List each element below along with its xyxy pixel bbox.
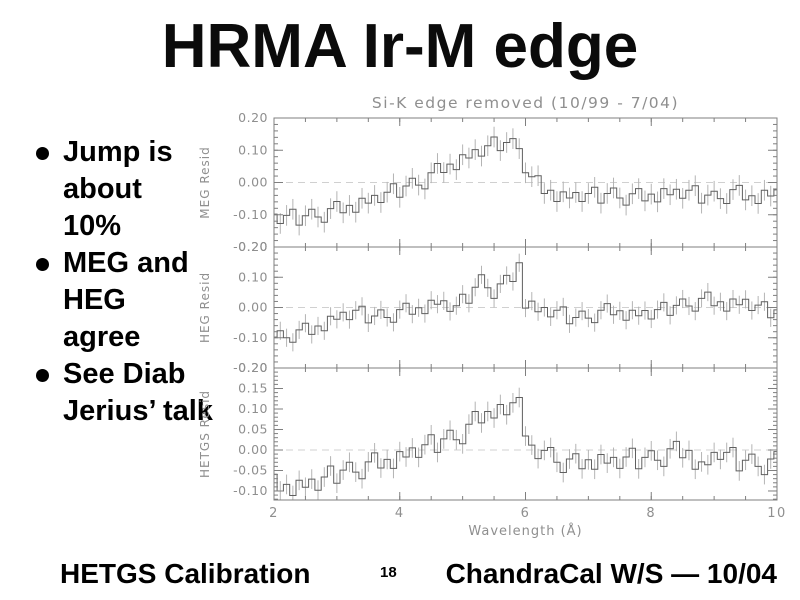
svg-text:-0.10: -0.10 <box>233 483 268 498</box>
page-number: 18 <box>380 564 397 581</box>
bullet-icon <box>36 258 49 271</box>
bullet-item: Jump is about 10% <box>36 134 213 245</box>
bullet-list: Jump is about 10% MEG and HEG agree See … <box>36 134 213 430</box>
svg-text:-0.20: -0.20 <box>233 239 268 254</box>
svg-text:-0.05: -0.05 <box>233 462 268 477</box>
svg-text:-0.10: -0.10 <box>233 207 268 222</box>
bullet-item: MEG and HEG agree <box>36 245 213 356</box>
svg-text:0.10: 0.10 <box>238 142 268 157</box>
svg-text:Si-K edge removed (10/99 - 7/0: Si-K edge removed (10/99 - 7/04) <box>372 94 679 112</box>
svg-text:0.00: 0.00 <box>238 442 268 457</box>
footer-right-text: ChandraCal W/S — 10/04 <box>445 558 777 589</box>
svg-text:MEG Resid: MEG Resid <box>198 146 212 218</box>
bullet-text: Jump is about 10% <box>63 136 173 242</box>
bullet-icon <box>36 369 49 382</box>
svg-text:0.10: 0.10 <box>238 269 268 284</box>
footer-left-text: HETGS Calibration <box>60 558 311 589</box>
svg-text:-0.10: -0.10 <box>233 330 268 345</box>
bullet-icon <box>36 147 49 160</box>
svg-text:0.10: 0.10 <box>238 401 268 416</box>
svg-text:HEG Resid: HEG Resid <box>198 272 212 343</box>
svg-text:6: 6 <box>521 506 531 521</box>
svg-text:0.20: 0.20 <box>238 360 268 375</box>
svg-text:4: 4 <box>395 506 405 521</box>
svg-text:0.00: 0.00 <box>238 300 268 315</box>
bullet-item: See Diab Jerius’ talk <box>36 356 213 430</box>
svg-text:HETGS Resid: HETGS Resid <box>198 390 212 478</box>
svg-text:0.05: 0.05 <box>238 421 268 436</box>
residuals-chart: Si-K edge removed (10/99 - 7/04) 0.20 0.10… <box>198 94 787 539</box>
svg-text:-0.20: -0.20 <box>233 360 268 375</box>
svg-text:0.15: 0.15 <box>238 380 268 395</box>
svg-text:0.20: 0.20 <box>238 239 268 254</box>
bullet-text: MEG and HEG agree <box>63 247 189 353</box>
slide-title: HRMA Ir-M edge <box>161 12 639 81</box>
svg-text:Wavelength (Å): Wavelength (Å) <box>468 523 582 539</box>
bullet-text: See Diab Jerius’ talk <box>63 358 213 427</box>
svg-text:0.20: 0.20 <box>238 110 268 125</box>
svg-text:2: 2 <box>269 506 279 521</box>
svg-text:10: 10 <box>767 506 787 521</box>
svg-text:0.00: 0.00 <box>238 175 268 190</box>
svg-text:8: 8 <box>646 506 656 521</box>
